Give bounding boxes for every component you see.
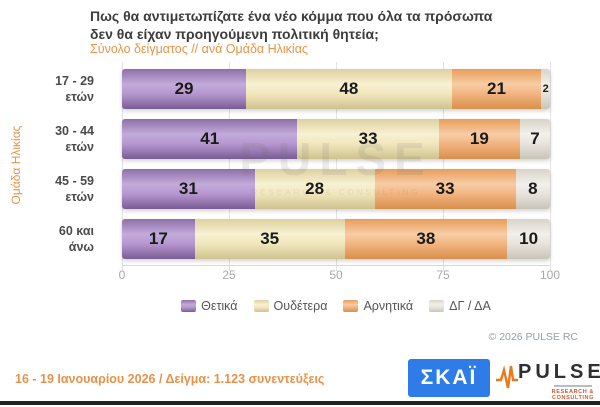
legend-label: Θετικά <box>201 299 238 313</box>
category-label: 45 - 59 ετών <box>55 173 94 204</box>
legend-item: Αρνητικά <box>343 299 413 313</box>
legend-swatch <box>429 300 445 312</box>
category-label: 17 - 29 ετών <box>55 73 94 104</box>
bar-segment: 2 <box>541 69 550 109</box>
value-label: 28 <box>305 179 325 198</box>
stacked-bar: 17 35 38 10 <box>122 219 550 259</box>
footer-bar: 16 - 19 Ιανουαρίου 2026 / Δείγμα: 1.123 … <box>0 355 600 401</box>
gridline <box>122 62 123 271</box>
value-label: 19 <box>469 129 489 148</box>
bar-segment: 17 <box>122 219 195 259</box>
bar-segment: 31 <box>122 169 255 209</box>
bar-segment: 33 <box>297 119 439 159</box>
bar-row: 31 28 33 8 <box>122 164 550 214</box>
value-label: 29 <box>174 79 194 98</box>
bottom-divider <box>0 401 600 405</box>
survey-info: 16 - 19 Ιανουαρίου 2026 / Δείγμα: 1.123 … <box>15 372 325 386</box>
value-label: 41 <box>200 129 220 148</box>
legend-swatch <box>343 300 359 312</box>
pulse-logo-tagline: RESEARCH & CONSULTING <box>551 389 594 401</box>
value-label: 21 <box>487 79 506 98</box>
legend-label: ΔΓ / ΔΑ <box>449 299 491 313</box>
chart-title: Πως θα αντιμετωπίζατε ένα νέο κόμμα που … <box>90 8 493 42</box>
pulse-logo-text: PULSE <box>518 361 600 383</box>
x-tick-label: 25 <box>222 268 236 282</box>
value-label: 10 <box>519 229 539 248</box>
x-tick-label: 100 <box>539 268 561 282</box>
bar-segment: 19 <box>438 119 521 159</box>
bar-segment: 35 <box>194 219 345 259</box>
bar-segment: 7 <box>520 119 550 159</box>
value-label: 33 <box>435 179 455 198</box>
legend-swatch <box>181 300 197 312</box>
value-label: 17 <box>148 229 168 248</box>
legend-label: Ουδέτερα <box>273 299 328 313</box>
bar-row: 17 35 38 10 <box>122 214 550 264</box>
gridline <box>443 62 444 271</box>
legend-label: Αρνητικά <box>363 299 414 313</box>
stacked-bar: 31 28 33 8 <box>122 169 550 209</box>
bar-segment: 41 <box>122 119 298 159</box>
value-label: 7 <box>530 129 540 148</box>
bar-segment: 28 <box>254 169 375 209</box>
bar-row: 41 33 19 7 <box>122 114 550 164</box>
legend-item: ΔΓ / ΔΑ <box>429 299 491 313</box>
stacked-bar: 41 33 19 7 <box>122 119 550 159</box>
x-tick-label: 75 <box>436 268 450 282</box>
x-tick-label: 50 <box>329 268 343 282</box>
x-axis-line <box>122 265 550 266</box>
pulse-waveform-icon <box>496 362 518 397</box>
category-label: 30 - 44 ετών <box>55 123 94 154</box>
bar-rows: 29 48 21 2 41 33 19 7 31 28 33 8 17 35 38 10 <box>122 64 550 264</box>
legend-item: Θετικά <box>181 299 238 313</box>
copyright: © 2026 PULSE RC <box>488 331 578 343</box>
pulse-logo-rule <box>554 385 592 387</box>
category-labels: 17 - 29 ετών 30 - 44 ετών 45 - 59 ετών 60 κ… <box>0 64 110 264</box>
gridline <box>550 62 551 271</box>
bar-segment: 33 <box>374 169 516 209</box>
stacked-bar: 29 48 21 2 <box>122 69 550 109</box>
legend-swatch <box>253 300 269 312</box>
legend-item: Ουδέτερα <box>253 299 328 313</box>
gridline <box>229 62 230 271</box>
skai-logo: ΣΚΑΪ <box>408 359 490 397</box>
category-label: 60 και άνω <box>58 223 94 254</box>
legend: Θετικά Ουδέτερα Αρνητικά ΔΓ / ΔΑ <box>122 299 550 313</box>
value-label: 38 <box>416 229 436 248</box>
value-label: 31 <box>178 179 198 198</box>
bar-segment: 48 <box>246 69 452 109</box>
value-label: 33 <box>358 129 378 148</box>
gridline <box>336 62 337 271</box>
bar-segment: 29 <box>122 69 247 109</box>
plot-area: 29 48 21 2 41 33 19 7 31 28 33 8 17 35 38 10 <box>122 62 551 271</box>
x-ticks: 0 25 50 75 100 <box>118 268 560 282</box>
value-label: 48 <box>339 79 359 98</box>
bar-row: 29 48 21 2 <box>122 64 550 114</box>
value-label: 2 <box>542 83 549 95</box>
bar-segment: 38 <box>344 219 508 259</box>
bar-segment: 8 <box>515 169 550 209</box>
bar-segment: 21 <box>451 69 542 109</box>
pulse-logo: PULSE RESEARCH & CONSULTING <box>496 358 600 401</box>
value-label: 35 <box>260 229 280 248</box>
bar-segment: 10 <box>507 219 550 259</box>
chart-subtitle: Σύνολο δείγματος // ανά Ομάδα Ηλικίας <box>90 42 308 56</box>
x-tick-label: 0 <box>118 268 126 282</box>
value-label: 8 <box>528 179 538 198</box>
